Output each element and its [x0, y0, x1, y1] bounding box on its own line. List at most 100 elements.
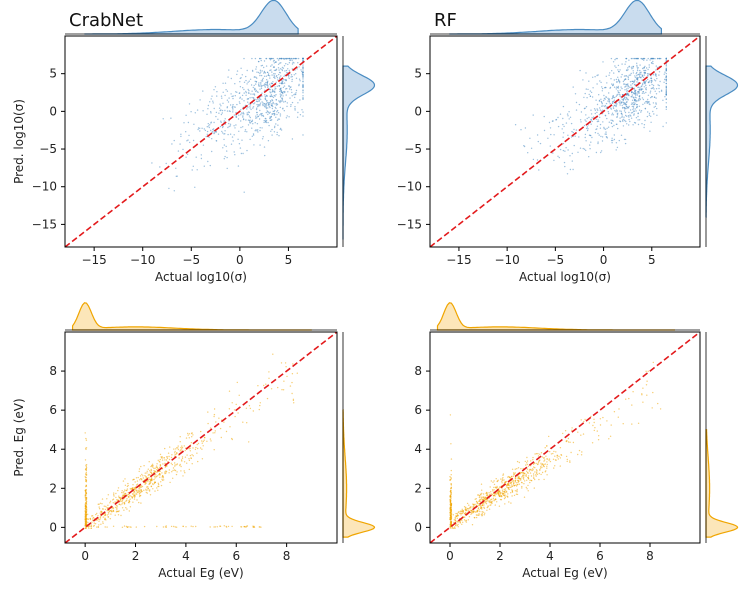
data-point [273, 66, 275, 68]
data-point [663, 73, 665, 75]
data-point [85, 448, 87, 451]
data-point [243, 88, 245, 91]
data-point [616, 103, 618, 105]
data-point [606, 82, 608, 84]
data-point [112, 510, 115, 512]
data-point [647, 57, 649, 60]
data-point [604, 133, 606, 135]
data-point [633, 101, 635, 104]
data-point [245, 75, 247, 78]
data-point [549, 451, 551, 453]
data-point [529, 137, 531, 139]
data-point [264, 95, 266, 98]
data-point [264, 89, 266, 92]
data-point [626, 115, 628, 118]
data-point [260, 87, 263, 90]
data-point [652, 102, 655, 104]
data-point [120, 504, 122, 506]
data-point [242, 111, 244, 114]
data-point [85, 465, 88, 468]
data-point [271, 57, 273, 60]
data-point [267, 80, 269, 82]
marginal-x-density [71, 302, 312, 331]
data-point [624, 78, 626, 81]
data-point [530, 479, 532, 482]
data-point [174, 526, 176, 528]
data-point [255, 108, 258, 111]
data-point [643, 126, 645, 129]
data-point [457, 514, 459, 517]
data-point [207, 125, 210, 127]
data-point [104, 514, 107, 516]
data-point [240, 126, 242, 129]
data-point [559, 148, 562, 151]
data-point [154, 471, 157, 473]
data-point [98, 508, 101, 510]
data-point [653, 88, 655, 90]
data-point [285, 63, 287, 65]
data-point [652, 74, 655, 76]
data-point [523, 471, 525, 474]
data-point [529, 472, 532, 474]
data-point [261, 101, 263, 103]
data-point [291, 373, 294, 375]
data-point [589, 90, 592, 92]
data-point [207, 422, 209, 425]
data-point [282, 82, 284, 85]
data-point [617, 416, 619, 418]
data-point [204, 437, 206, 439]
data-point [214, 430, 216, 432]
data-point [610, 108, 613, 110]
data-point [550, 133, 552, 136]
data-point [98, 503, 100, 505]
data-point [449, 515, 452, 517]
data-point [449, 501, 451, 503]
data-point [265, 106, 267, 108]
data-point [495, 478, 497, 480]
data-point [454, 516, 456, 519]
data-point [268, 371, 270, 373]
data-point [168, 469, 170, 471]
data-point [649, 92, 651, 94]
data-point [510, 486, 512, 489]
data-point [459, 512, 461, 514]
data-point [286, 87, 288, 90]
data-point [223, 158, 225, 160]
data-point [239, 86, 242, 88]
data-point [524, 460, 526, 463]
data-point [133, 487, 136, 489]
data-point [532, 456, 534, 459]
y-tick-label: 4 [49, 442, 57, 456]
data-point [302, 134, 304, 136]
data-point [127, 482, 129, 485]
data-point [625, 105, 628, 108]
data-point [182, 475, 184, 477]
data-point [90, 527, 93, 529]
data-point [97, 515, 99, 517]
data-point [268, 377, 270, 379]
data-point [257, 115, 259, 118]
data-point [242, 126, 244, 128]
data-point [276, 131, 278, 134]
data-point [562, 123, 564, 126]
data-point [496, 486, 498, 489]
data-point [651, 96, 653, 98]
data-point [608, 100, 611, 102]
data-point [633, 93, 635, 95]
data-point [248, 103, 250, 105]
data-point [227, 101, 230, 103]
data-point [265, 75, 268, 77]
data-point [246, 422, 248, 424]
data-point [196, 169, 198, 171]
data-point [594, 109, 597, 111]
data-point [646, 394, 648, 396]
data-point [639, 76, 641, 79]
data-point [156, 471, 158, 474]
data-point [592, 76, 594, 79]
data-point [620, 102, 623, 104]
data-point [239, 77, 241, 80]
data-point [249, 78, 252, 81]
data-point [573, 144, 575, 147]
data-point [625, 84, 627, 86]
